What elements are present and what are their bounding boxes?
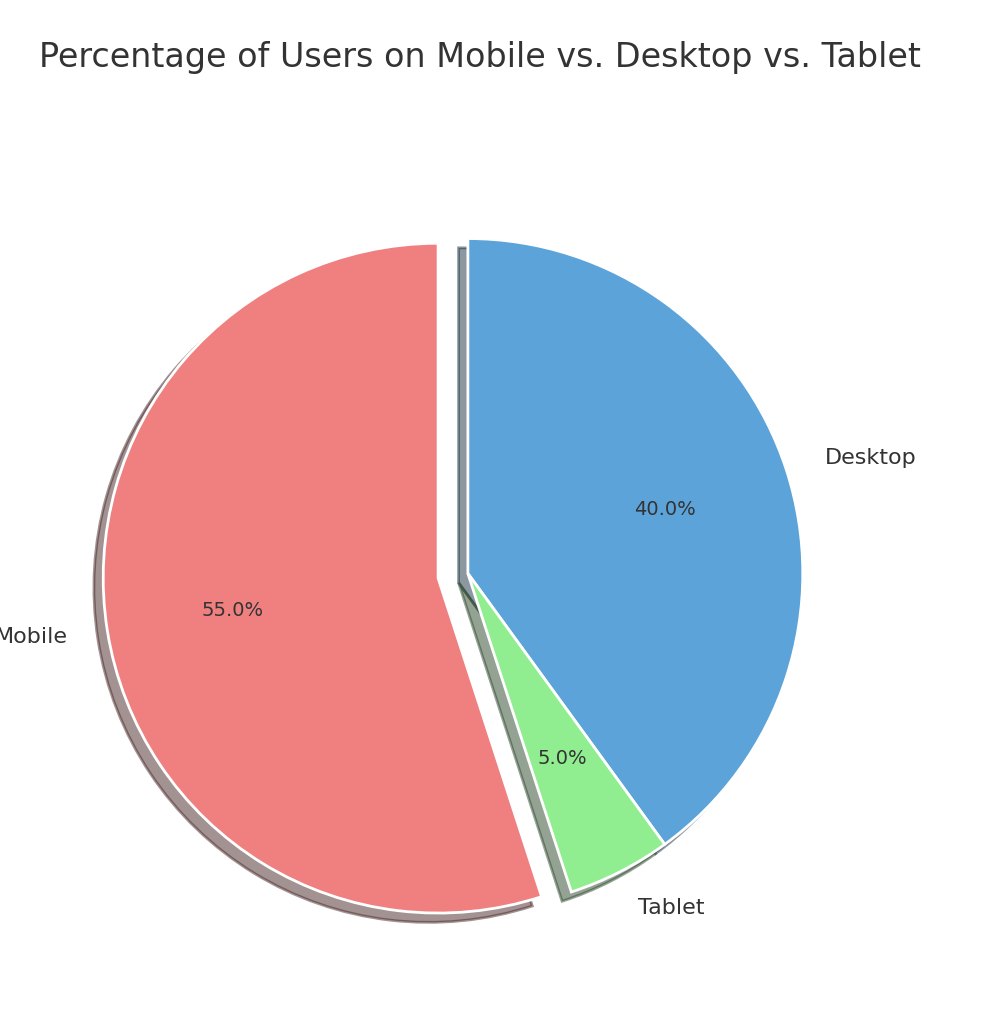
Text: Mobile: Mobile (0, 627, 68, 647)
Text: 55.0%: 55.0% (202, 601, 264, 621)
Text: Tablet: Tablet (638, 898, 704, 918)
Wedge shape (468, 573, 665, 892)
Wedge shape (103, 244, 542, 913)
Text: 5.0%: 5.0% (538, 749, 587, 768)
Wedge shape (468, 239, 803, 845)
Text: Desktop: Desktop (824, 447, 916, 468)
Text: Percentage of Users on Mobile vs. Desktop vs. Tablet: Percentage of Users on Mobile vs. Deskto… (39, 41, 921, 74)
Text: 40.0%: 40.0% (634, 500, 696, 519)
